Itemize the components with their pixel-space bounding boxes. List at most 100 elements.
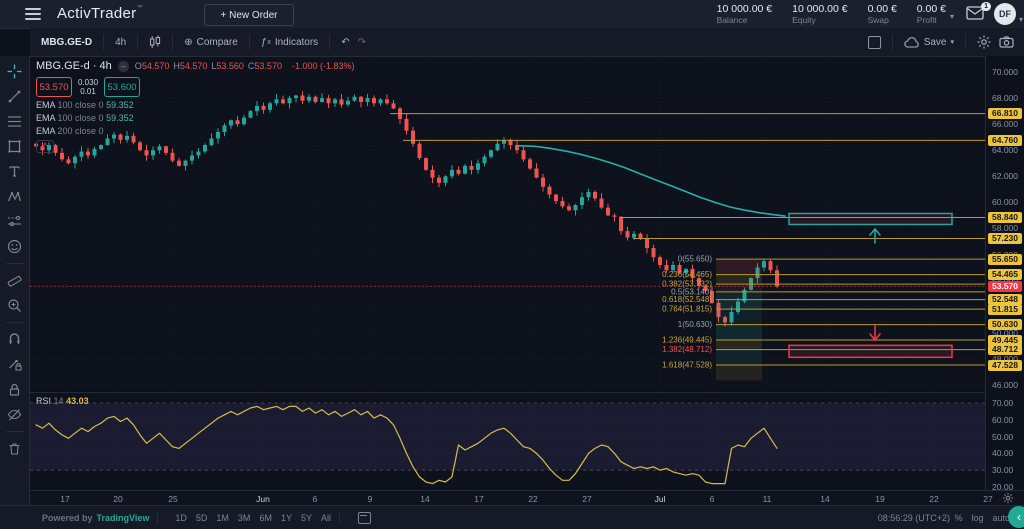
lock-all-tool[interactable] xyxy=(4,380,26,399)
text-tool[interactable] xyxy=(4,162,26,181)
percent-scale-button[interactable]: % xyxy=(954,513,963,523)
new-order-button[interactable]: + New Order xyxy=(204,4,294,26)
indicator-legend-row[interactable]: EMA 200 close 0 xyxy=(36,126,104,136)
price-tick: 64.000 xyxy=(992,145,1018,156)
time-tick: 19 xyxy=(875,494,885,504)
range-button-6m[interactable]: 6M xyxy=(259,513,272,523)
magnet-tool[interactable] xyxy=(4,330,26,349)
time-tick: 22 xyxy=(929,494,939,504)
rsi-tick: 20.00 xyxy=(992,482,1014,492)
pane-divider[interactable] xyxy=(30,392,1024,393)
rsi-tick: 30.00 xyxy=(992,465,1014,476)
price-level-label: 52.548 xyxy=(988,294,1022,306)
fib-level-label: 0.764(51.815) xyxy=(662,305,712,314)
hide-drawings-tool[interactable] xyxy=(4,405,26,424)
fib-level-label: 0.236(54.465) xyxy=(662,270,712,279)
chart-plot[interactable]: 0(55.650) 0.236(54.465)0.382(53.732)0.5(5… xyxy=(30,56,985,490)
account-metric: 0.00 € Profit xyxy=(916,3,946,25)
account-summary: 10 000.00 € Balance 10 000.00 € Equity 0.00 … xyxy=(717,3,946,25)
time-tick: 9 xyxy=(367,494,373,504)
cloud-icon xyxy=(904,36,919,48)
time-tick: 14 xyxy=(820,494,830,504)
price-level-label: 51.815 xyxy=(988,303,1022,315)
fib-retracement-tool[interactable] xyxy=(4,112,26,131)
shapes-tool[interactable] xyxy=(4,137,26,156)
compare-button[interactable]: ⊕ Compare xyxy=(184,36,238,48)
remove-drawings-tool[interactable] xyxy=(4,439,26,458)
drawing-mode-lock-tool[interactable] xyxy=(4,355,26,374)
menu-icon[interactable] xyxy=(25,8,41,20)
zoom-in-tool[interactable] xyxy=(4,296,26,315)
mail-icon[interactable] xyxy=(966,6,984,20)
legend-symbol-title[interactable]: MBG.GE-d · 4h xyxy=(36,60,112,72)
indicator-legend-row[interactable]: EMA 100 close 0 59.352 xyxy=(36,113,134,123)
undo-button[interactable]: ↶ xyxy=(341,36,350,48)
account-metric: 0.00 € Swap xyxy=(867,3,897,25)
time-tick: 11 xyxy=(762,494,772,504)
range-button-all[interactable]: All xyxy=(320,513,331,523)
chevron-down-icon[interactable]: ▾ xyxy=(1018,15,1023,24)
spread-value: 0.030 0.01 xyxy=(78,78,99,96)
price-tick: 48.000 xyxy=(992,353,1018,364)
chart-toolbar: MBG.GE-D 4h ⊕ Compare ƒ x Indicators ↶ ↷ Sa… xyxy=(30,28,1024,57)
rsi-legend[interactable]: RSI 14 43.03 xyxy=(36,396,89,406)
candle-style-icon[interactable] xyxy=(145,35,165,49)
rsi-tick: 50.00 xyxy=(992,431,1014,442)
fib-level-label: 1.382(48.712) xyxy=(662,345,712,354)
price-level-label: 49.445 xyxy=(988,334,1022,346)
range-button-1m[interactable]: 1M xyxy=(216,513,229,523)
trend-line-tool[interactable] xyxy=(4,87,26,106)
panel-collapse-button[interactable]: ‹ xyxy=(1008,506,1024,528)
buy-ask-button[interactable]: 53.600 xyxy=(104,77,141,97)
chart-plot-background[interactable] xyxy=(30,56,985,490)
fib-level-label: 0.618(52.548) xyxy=(662,295,712,304)
indicators-button[interactable]: ƒ x Indicators xyxy=(260,36,319,48)
rsi-tick: 60.00 xyxy=(992,414,1014,425)
legend-collapse-button[interactable]: ^ xyxy=(36,140,54,153)
layout-grid-icon[interactable] xyxy=(864,35,885,49)
fib-level-label: 1.618(47.528) xyxy=(662,361,712,370)
axis-settings-gear-icon[interactable] xyxy=(1002,492,1014,504)
time-tick: 27 xyxy=(582,494,592,504)
cloud-save-button[interactable]: Save ▾ xyxy=(900,37,958,48)
app-logo: ActivTrader™ xyxy=(57,5,143,22)
notification-badge: 1 xyxy=(981,2,991,11)
auto-scale-button[interactable]: auto xyxy=(992,513,1010,523)
range-button-5y[interactable]: 5Y xyxy=(300,513,312,523)
rsi-tick: 70.00 xyxy=(992,398,1014,408)
emoji-tool[interactable] xyxy=(4,237,26,256)
sell-bid-button[interactable]: 53.570 xyxy=(36,77,72,97)
log-scale-button[interactable]: log xyxy=(971,513,984,523)
clock[interactable]: 08:56:29 (UTC+2) xyxy=(877,513,950,523)
chevron-down-icon[interactable]: ▾ xyxy=(949,12,954,21)
time-tick: 22 xyxy=(528,494,538,504)
symbol-selector[interactable]: MBG.GE-D xyxy=(41,36,93,48)
range-button-3m[interactable]: 3M xyxy=(237,513,251,523)
visibility-toggle-icon[interactable]: – xyxy=(117,60,129,72)
go-to-date-icon[interactable] xyxy=(358,512,371,524)
indicator-legend-row[interactable]: EMA 100 close 0 59.352 xyxy=(36,100,134,110)
range-button-5d[interactable]: 5D xyxy=(195,513,208,523)
price-axis[interactable]: 70.000 68.000 66.000 64.000 62.000 60.000 58.0… xyxy=(985,56,1024,505)
time-tick: 20 xyxy=(113,494,123,504)
time-tick: 6 xyxy=(709,494,715,504)
fib-level-label: 0(55.650) xyxy=(678,255,713,264)
tradingview-link[interactable]: TradingView xyxy=(96,513,150,523)
time-tick: Jun xyxy=(256,494,270,504)
interval-selector[interactable]: 4h xyxy=(115,36,127,48)
redo-button[interactable]: ↷ xyxy=(357,36,366,48)
settings-gear-icon[interactable] xyxy=(973,35,995,49)
range-button-1y[interactable]: 1Y xyxy=(280,513,292,523)
bottom-bar: Powered by TradingView 1D 5D 1M 3M 6M 1Y 5Y All… xyxy=(0,505,1024,529)
pattern-tool[interactable] xyxy=(4,187,26,206)
price-tick: 66.000 xyxy=(992,119,1018,130)
avatar[interactable]: DF xyxy=(994,3,1016,25)
crosshair-tool[interactable] xyxy=(4,62,26,81)
forecast-tool[interactable] xyxy=(4,212,26,231)
measure-tool[interactable] xyxy=(4,271,26,290)
screenshot-camera-icon[interactable] xyxy=(995,36,1018,48)
range-button-1d[interactable]: 1D xyxy=(175,513,187,523)
top-bar: ActivTrader™ + New Order 10 000.00 € Bala… xyxy=(0,0,1024,29)
price-tick: 62.000 xyxy=(992,171,1018,182)
time-axis[interactable]: 17 20 25 Jun 6 9 14 17 22 27 Jul 6 11 14 19 22 27 xyxy=(30,490,1024,506)
